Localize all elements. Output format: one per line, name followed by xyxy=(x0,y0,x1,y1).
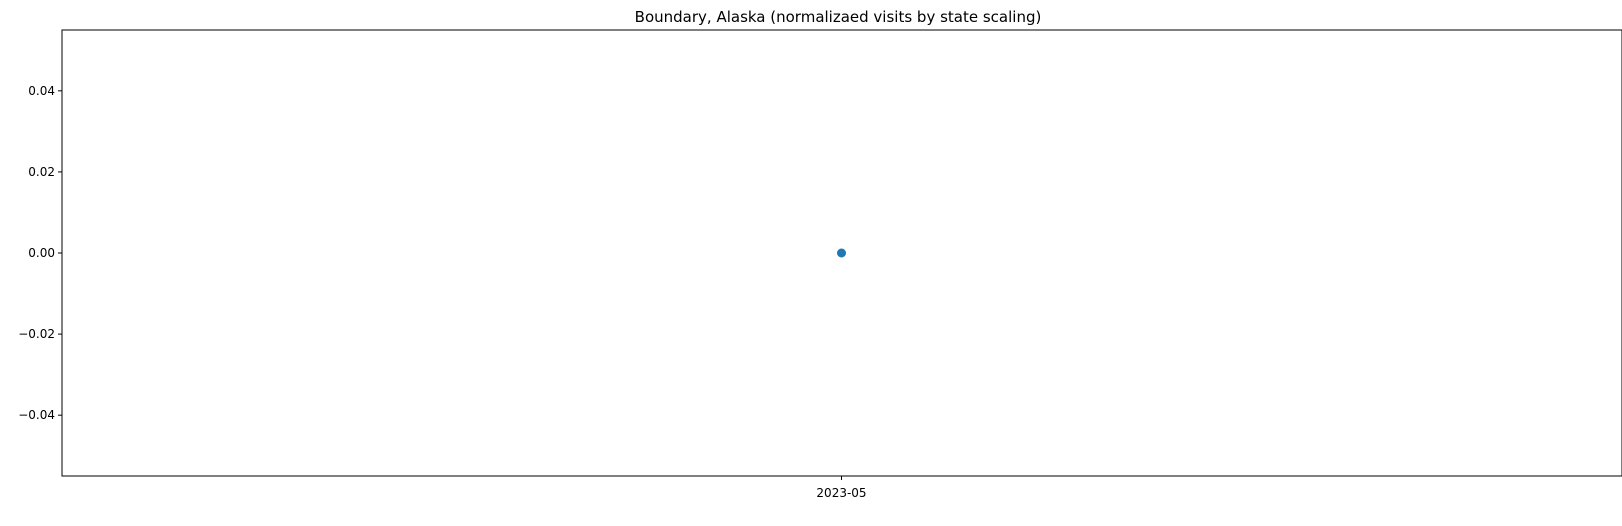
data-points xyxy=(837,248,846,258)
y-tick-label: 0.04 xyxy=(28,84,55,98)
y-tick-label: 0.00 xyxy=(28,246,55,260)
x-axis: 2023-05 xyxy=(816,476,867,500)
chart-title: Boundary, Alaska (normalizaed visits by … xyxy=(635,8,1042,26)
y-tick-label: 0.02 xyxy=(28,165,55,179)
x-tick-label: 2023-05 xyxy=(816,486,866,500)
y-tick-label: −0.02 xyxy=(18,327,55,341)
data-point xyxy=(837,248,846,258)
y-axis: −0.04 −0.02 0.00 0.02 0.04 xyxy=(18,84,62,422)
plot-area-frame xyxy=(61,29,1622,477)
y-tick-label: −0.04 xyxy=(18,408,55,422)
